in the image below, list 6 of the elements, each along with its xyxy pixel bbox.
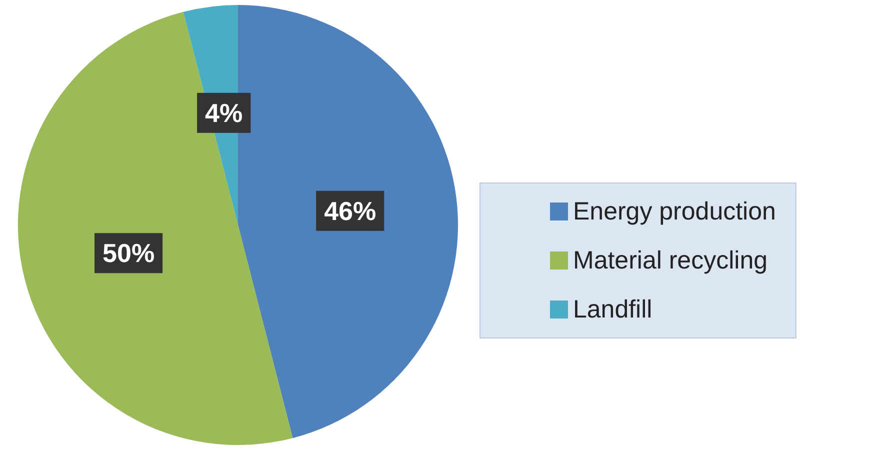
data-label: 50% — [102, 238, 155, 268]
data-label: 46% — [324, 196, 376, 226]
legend-label: Material recycling — [573, 246, 768, 274]
legend-label: Landfill — [573, 296, 652, 324]
data-label: 4% — [205, 98, 243, 128]
legend-label: Energy production — [573, 198, 776, 226]
